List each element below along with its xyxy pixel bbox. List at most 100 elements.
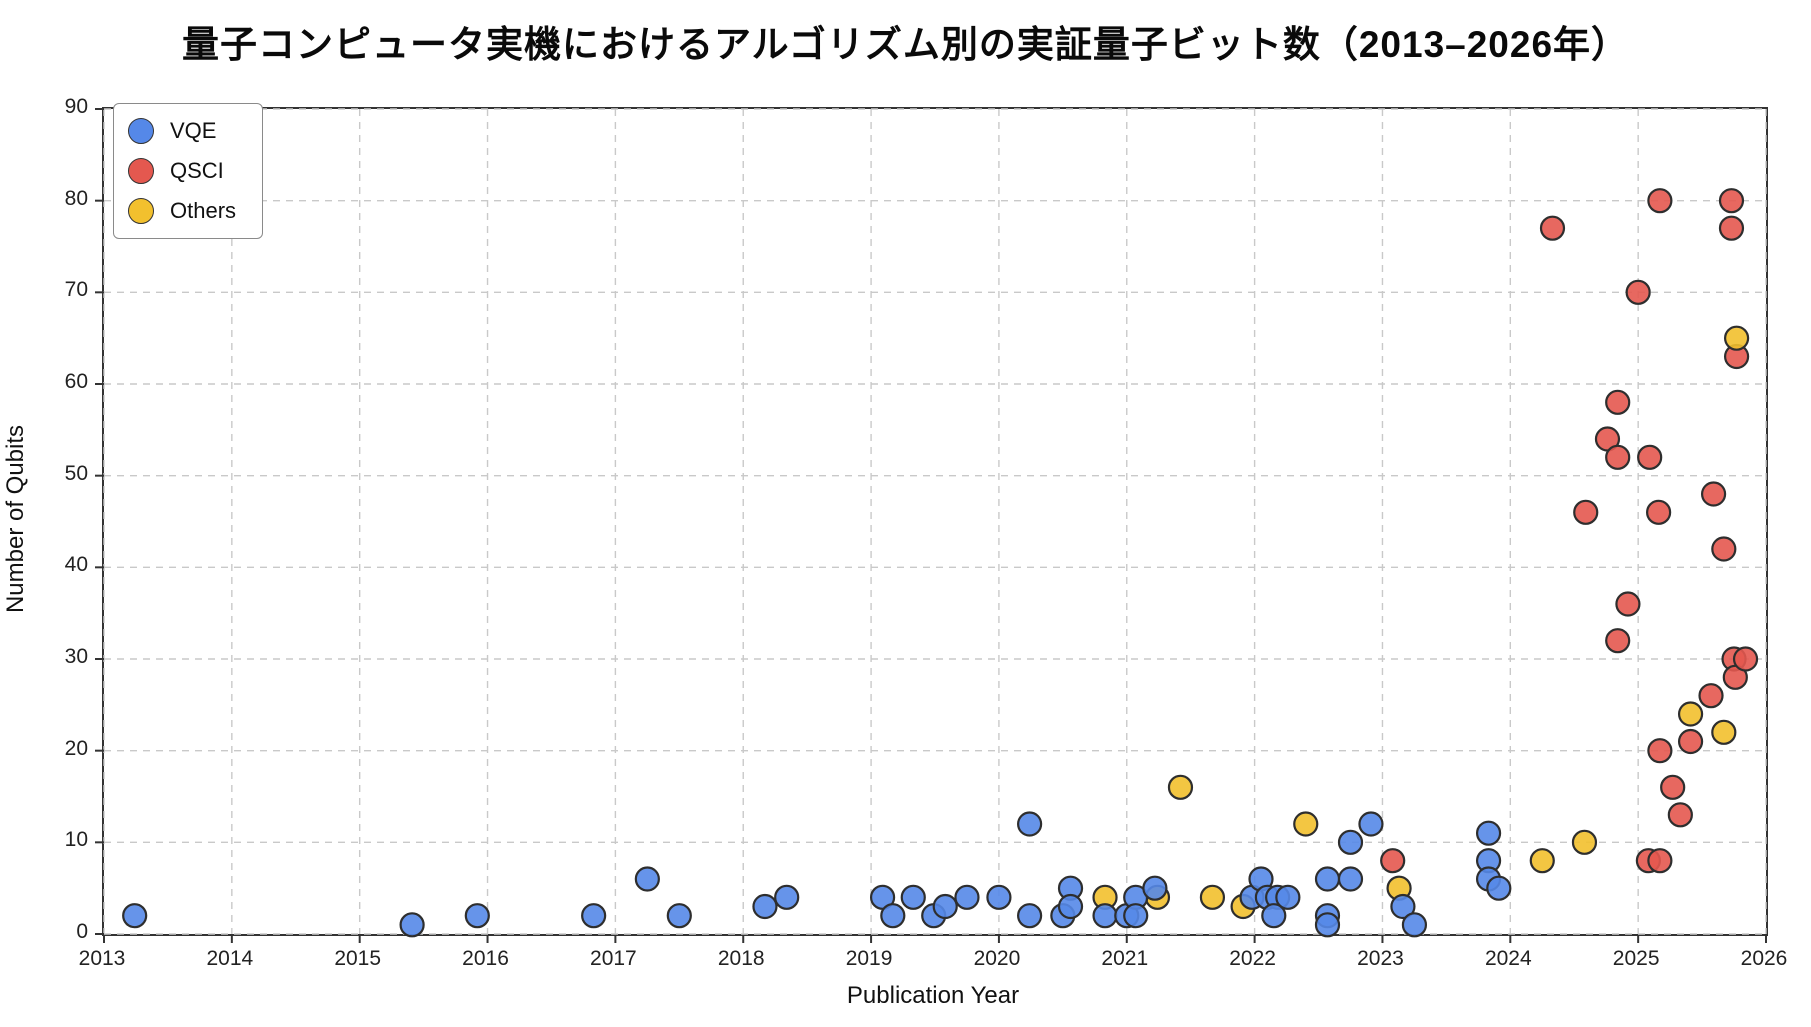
legend-label: QSCI [170, 158, 224, 183]
data-point-vqe [1057, 893, 1084, 920]
data-point-vqe [1017, 811, 1043, 837]
y-tick-label: 90 [64, 95, 88, 118]
data-point-qsci [1646, 499, 1672, 525]
data-point-others [1711, 719, 1737, 745]
y-tick-label: 40 [64, 553, 88, 577]
data-point-vqe [1401, 912, 1428, 938]
data-point-vqe [880, 903, 906, 929]
data-point-vqe [752, 893, 778, 920]
y-tick-label: 30 [64, 645, 88, 668]
data-point-vqe [399, 912, 425, 938]
data-point-vqe [1314, 912, 1341, 938]
data-point-vqe [954, 884, 980, 910]
data-point-qsci [1615, 591, 1641, 617]
data-point-qsci [1539, 215, 1566, 241]
x-tick-label: 2023 [1357, 947, 1404, 970]
plot-area [95, 107, 1768, 943]
data-point-vqe [986, 884, 1012, 910]
legend-marker-icon [128, 118, 154, 144]
data-point-vqe [1475, 820, 1502, 846]
x-tick-label: 2020 [973, 947, 1021, 970]
data-point-vqe [1261, 903, 1287, 929]
x-tick-label: 2024 [1484, 947, 1532, 970]
data-point-vqe [1017, 903, 1043, 929]
x-tick-label: 2015 [334, 947, 382, 970]
data-point-qsci [1677, 728, 1704, 755]
legend: VQE QSCI Others [113, 103, 264, 239]
data-point-vqe [1275, 884, 1301, 910]
data-point-vqe [1123, 903, 1149, 929]
y-tick-label: 70 [64, 278, 88, 302]
x-tick-label: 2026 [1740, 947, 1788, 970]
legend-item-qsci: QSCI [128, 154, 236, 188]
data-point-qsci [1660, 774, 1686, 800]
data-point-vqe [900, 884, 926, 910]
x-tick-label: 2019 [845, 947, 893, 970]
legend-item-vqe: VQE [128, 114, 236, 148]
x-tick-label: 2014 [206, 947, 254, 970]
y-tick-label: 0 [76, 920, 88, 943]
legend-marker-icon [128, 198, 154, 224]
data-point-qsci [1647, 738, 1673, 764]
data-point-qsci [1637, 444, 1663, 470]
x-tick-label: 2016 [462, 947, 509, 970]
x-tick-label: 2018 [717, 947, 765, 970]
data-point-others [1571, 829, 1598, 855]
data-point-vqe [1142, 875, 1168, 901]
legend-label: VQE [170, 118, 217, 143]
data-point-others [1723, 325, 1750, 351]
data-point-qsci [1732, 646, 1759, 672]
data-point-qsci [1605, 389, 1631, 415]
legend-label: Others [170, 198, 237, 223]
data-point-qsci [1667, 802, 1693, 828]
legend-marker-icon [128, 158, 154, 184]
data-point-vqe [581, 903, 607, 929]
x-tick-label: 2022 [1229, 947, 1276, 970]
y-tick-label: 50 [64, 461, 88, 485]
data-point-vqe [1337, 829, 1364, 855]
data-point-vqe [932, 893, 958, 920]
data-point-vqe [1390, 893, 1416, 920]
data-point-others [1199, 884, 1226, 910]
y-axis-label: Number of Qubits [2, 424, 29, 614]
scatter-canvas [95, 108, 1767, 943]
y-tick-label: 20 [64, 736, 88, 760]
chart-title: 量子コンピュータ実機におけるアルゴリズム別の実証量子ビット数（2013–2026… [181, 24, 1630, 65]
data-point-qsci [1605, 444, 1631, 470]
data-point-vqe [666, 903, 692, 929]
data-point-vqe [464, 903, 490, 929]
data-point-qsci [1711, 536, 1737, 562]
data-point-qsci [1573, 499, 1599, 525]
y-tick-label: 80 [64, 186, 88, 210]
data-point-qsci [1625, 279, 1651, 305]
data-point-vqe [1486, 875, 1512, 901]
data-point-qsci [1605, 628, 1631, 654]
y-tick-label: 10 [64, 828, 88, 852]
data-point-qsci [1380, 848, 1406, 874]
data-point-vqe [122, 903, 148, 929]
legend-item-others: Others [128, 194, 236, 228]
data-point-vqe [1337, 866, 1364, 892]
y-tick-label: 60 [64, 370, 88, 393]
data-point-qsci [1718, 215, 1745, 241]
data-point-others [1167, 774, 1194, 800]
x-tick-label: 2025 [1612, 947, 1660, 970]
data-point-vqe [1314, 866, 1341, 892]
data-point-vqe [774, 884, 800, 910]
data-point-qsci [1698, 683, 1724, 709]
data-point-vqe [1358, 811, 1384, 837]
data-point-others [1293, 811, 1319, 837]
data-point-others [1677, 701, 1704, 727]
x-tick-label: 2017 [590, 947, 637, 970]
x-axis-label: Publication Year [846, 982, 1020, 1009]
data-point-qsci [1700, 481, 1727, 507]
data-point-qsci [1718, 188, 1745, 214]
data-point-qsci [1647, 848, 1673, 874]
x-tick-label: 2021 [1101, 947, 1149, 970]
data-point-qsci [1647, 188, 1673, 214]
data-point-vqe [634, 866, 660, 892]
data-point-vqe [1092, 903, 1118, 929]
x-tick-label: 2013 [78, 947, 126, 970]
data-point-others [1529, 848, 1555, 874]
